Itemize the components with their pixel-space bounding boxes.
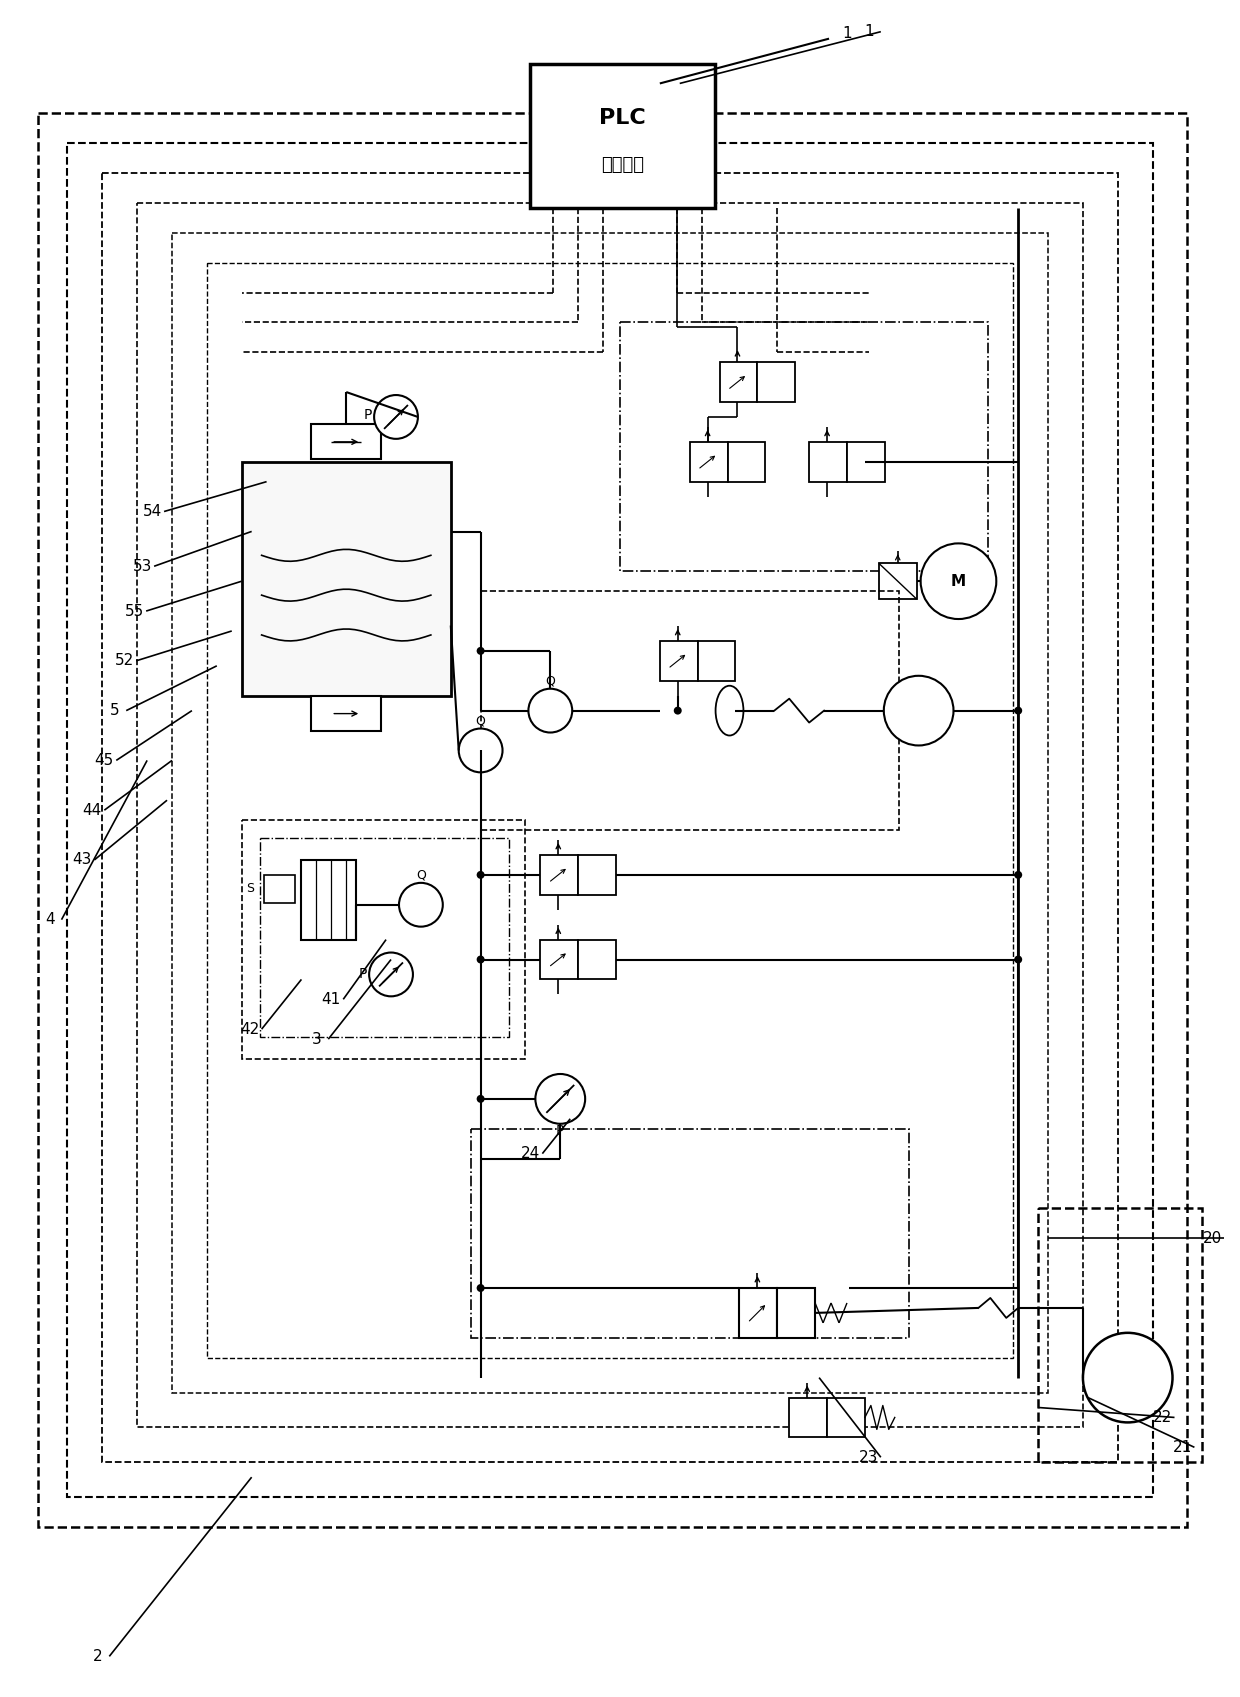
Text: 3: 3 [311, 1032, 321, 1047]
Bar [311, 696, 381, 730]
Circle shape [1083, 1332, 1173, 1422]
Circle shape [370, 952, 413, 996]
Circle shape [374, 395, 418, 440]
Text: 43: 43 [73, 852, 92, 867]
Bar [103, 173, 1117, 1463]
Bar [578, 855, 616, 894]
Text: 22: 22 [1153, 1410, 1172, 1425]
Text: 53: 53 [133, 558, 151, 574]
Bar [879, 563, 916, 599]
Circle shape [536, 1074, 585, 1123]
Circle shape [476, 871, 485, 879]
Bar [242, 820, 526, 1059]
Bar [138, 204, 1083, 1427]
Text: 5: 5 [109, 703, 119, 718]
Bar [827, 1398, 864, 1437]
Circle shape [476, 955, 485, 964]
Circle shape [528, 689, 572, 733]
Circle shape [399, 882, 443, 927]
Circle shape [476, 647, 485, 655]
Circle shape [476, 1285, 485, 1291]
Bar [541, 855, 578, 894]
Text: P: P [556, 1123, 564, 1137]
Circle shape [459, 728, 502, 772]
Bar [719, 361, 758, 402]
Circle shape [1014, 706, 1022, 714]
Text: P: P [358, 967, 367, 981]
Bar [777, 1288, 815, 1337]
Text: 4: 4 [45, 913, 55, 927]
Bar [311, 424, 381, 458]
Text: PLC: PLC [599, 109, 646, 129]
Text: 2: 2 [93, 1649, 102, 1663]
Bar [207, 263, 1013, 1358]
Text: 1: 1 [842, 25, 852, 41]
Bar [242, 462, 451, 696]
Bar [810, 441, 847, 482]
Text: 24: 24 [521, 1145, 541, 1161]
Bar [541, 940, 578, 979]
Bar [660, 641, 698, 680]
Bar [531, 63, 714, 209]
Bar [739, 1288, 777, 1337]
Circle shape [673, 706, 682, 714]
Bar [301, 860, 356, 940]
Text: Q: Q [546, 674, 556, 687]
Ellipse shape [715, 686, 744, 735]
Text: 55: 55 [124, 604, 144, 619]
Bar [471, 1129, 909, 1337]
Bar [67, 143, 1153, 1497]
Bar [689, 441, 728, 482]
Bar [172, 232, 1048, 1393]
Text: 1: 1 [864, 24, 874, 39]
Text: 41: 41 [321, 991, 341, 1006]
Text: 21: 21 [1173, 1439, 1192, 1454]
Text: 54: 54 [143, 504, 161, 519]
Bar [789, 1398, 827, 1437]
Text: M: M [951, 574, 966, 589]
Bar [698, 641, 735, 680]
Text: 23: 23 [859, 1449, 879, 1465]
Text: 45: 45 [94, 753, 114, 769]
Bar [37, 114, 1188, 1527]
Bar [481, 591, 899, 830]
Text: 52: 52 [114, 653, 134, 669]
Circle shape [1014, 871, 1022, 879]
Text: Q: Q [415, 869, 425, 881]
Text: 44: 44 [83, 803, 102, 818]
Bar [259, 838, 508, 1037]
Circle shape [884, 675, 954, 745]
Text: Q: Q [476, 714, 486, 726]
Bar [1038, 1208, 1203, 1463]
Text: 42: 42 [241, 1022, 259, 1037]
Bar [758, 361, 795, 402]
Text: 20: 20 [1203, 1230, 1221, 1246]
Text: S: S [246, 882, 254, 896]
Bar [728, 441, 765, 482]
Text: 测控单元: 测控单元 [601, 156, 644, 173]
Circle shape [920, 543, 996, 619]
Circle shape [476, 1095, 485, 1103]
Bar [264, 876, 295, 903]
Bar [847, 441, 885, 482]
Bar [620, 322, 988, 572]
Bar [578, 940, 616, 979]
Circle shape [1014, 955, 1022, 964]
Text: P: P [365, 407, 372, 423]
